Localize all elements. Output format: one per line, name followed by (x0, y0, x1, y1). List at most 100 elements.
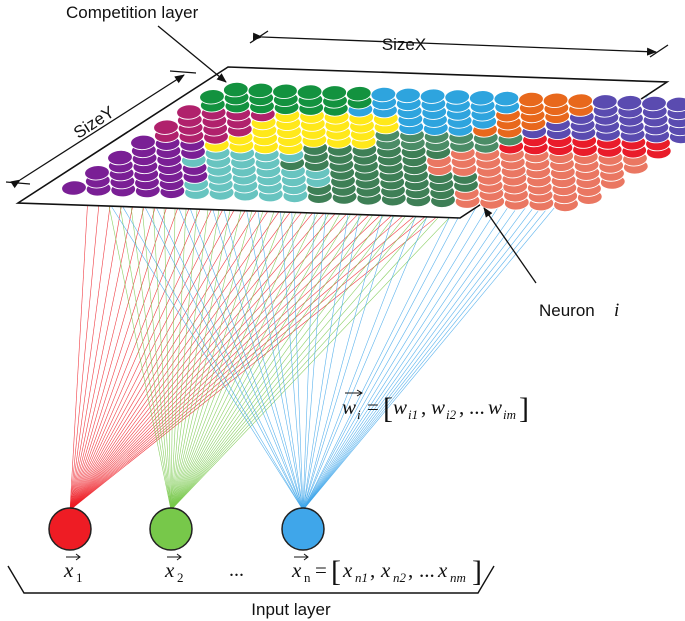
weight-term-3-sub: im (503, 407, 516, 422)
connection-line (69, 209, 201, 511)
connection-line (69, 215, 392, 511)
input-label-2: x 2 (164, 553, 184, 585)
size-y-dimension (5, 70, 197, 189)
connection-line (69, 206, 99, 511)
connection-line (170, 213, 329, 511)
input-subscript-n: n (304, 570, 311, 585)
connection-line (190, 209, 304, 511)
connection-line (170, 215, 384, 511)
connection-line (130, 207, 172, 511)
input-label-n: x n = [ x n1 , x n2 , ... x nm ] (291, 553, 482, 588)
input-node-n (281, 507, 325, 551)
connection-line (302, 180, 516, 511)
connection-line (302, 205, 478, 511)
competition-layer-pointer (157, 25, 227, 83)
connection-line (302, 215, 383, 511)
connection-line (69, 211, 268, 511)
weight-close-bracket: ] (519, 392, 529, 425)
size-x-label: SizeX (382, 35, 426, 54)
input-vector-close-bracket: ] (472, 555, 482, 588)
connection-line (170, 217, 450, 511)
input-label-1: x 1 (63, 553, 83, 585)
connection-line (302, 216, 428, 511)
input-node-2 (149, 507, 193, 551)
connection-line (69, 206, 111, 511)
connection-line (69, 207, 144, 511)
size-y-arrow (10, 74, 185, 189)
connection-line (122, 207, 304, 511)
input-vector-term-3-sub: nm (450, 570, 466, 585)
connection-line (302, 216, 416, 511)
connection-line (69, 214, 358, 511)
size-x-dimension (249, 30, 669, 58)
connection-line (170, 216, 406, 511)
connection-line (170, 208, 176, 511)
connection-line (280, 212, 304, 511)
input-vector-open-bracket: [ (331, 555, 341, 588)
input-vector-comma-2: , (408, 558, 413, 582)
weight-term-1-sub: i1 (408, 407, 418, 422)
input-vector-term-1-sub: n1 (355, 570, 368, 585)
connection-line (69, 211, 246, 511)
connection-line (69, 212, 291, 511)
connection-line (108, 206, 172, 511)
connection-line (170, 209, 187, 511)
input-layer-label: Input layer (251, 600, 331, 619)
connection-line (302, 213, 315, 511)
connection-line (246, 211, 304, 511)
connection-line (69, 215, 403, 511)
neuron-index: i (614, 300, 619, 321)
weight-term-3: w (488, 395, 502, 419)
connection-line (212, 210, 304, 511)
competition-layer-label: Competition layer (66, 3, 199, 22)
weight-symbol: w (342, 395, 356, 419)
size-x-arrow (252, 32, 657, 56)
connection-line (291, 212, 304, 511)
size-y-label: SizeY (70, 102, 118, 142)
connection-line (223, 210, 304, 511)
input-nodes (48, 507, 325, 551)
connection-line (170, 214, 351, 511)
connection-line (302, 217, 459, 511)
connection-line (69, 210, 234, 511)
connection-line (170, 215, 373, 511)
connection-line (302, 214, 349, 511)
connection-line (69, 207, 122, 511)
connection-line (69, 209, 189, 511)
neuron-label: Neuron (539, 301, 595, 320)
connection-line (170, 214, 362, 511)
connection-line (170, 216, 417, 511)
connection-line (170, 215, 395, 511)
connection-line (69, 208, 167, 511)
connection-line (170, 213, 318, 511)
input-symbol-2: x (164, 558, 175, 582)
neuron-pointer (483, 207, 537, 284)
connection-line (302, 215, 394, 511)
input-vector-term-1: x (342, 558, 353, 582)
connection-line (170, 211, 253, 511)
input-vector-comma-1: , (370, 558, 375, 582)
weight-open-bracket: [ (383, 392, 393, 425)
connection-line (69, 213, 336, 511)
weight-term-2-sub: i2 (446, 407, 457, 422)
connection-line (69, 210, 223, 511)
connection-line (170, 209, 198, 511)
connection-line (170, 210, 220, 511)
weight-dots: ... (469, 395, 485, 419)
connection-line (170, 217, 439, 511)
input-subscript-2: 2 (177, 570, 184, 585)
connection-line (178, 208, 304, 511)
connection-line (152, 208, 172, 511)
connection-line (302, 213, 326, 511)
input-vector-dots: ... (419, 558, 435, 582)
connection-line (69, 215, 381, 511)
connection-line (170, 212, 296, 511)
weight-comma-2: , (459, 395, 464, 419)
connection-line (141, 207, 172, 511)
connection-line (111, 206, 304, 511)
connection-line (69, 213, 324, 511)
input-symbol-n: x (291, 558, 302, 582)
connection-line (170, 211, 264, 511)
neuron-grid (61, 81, 685, 213)
